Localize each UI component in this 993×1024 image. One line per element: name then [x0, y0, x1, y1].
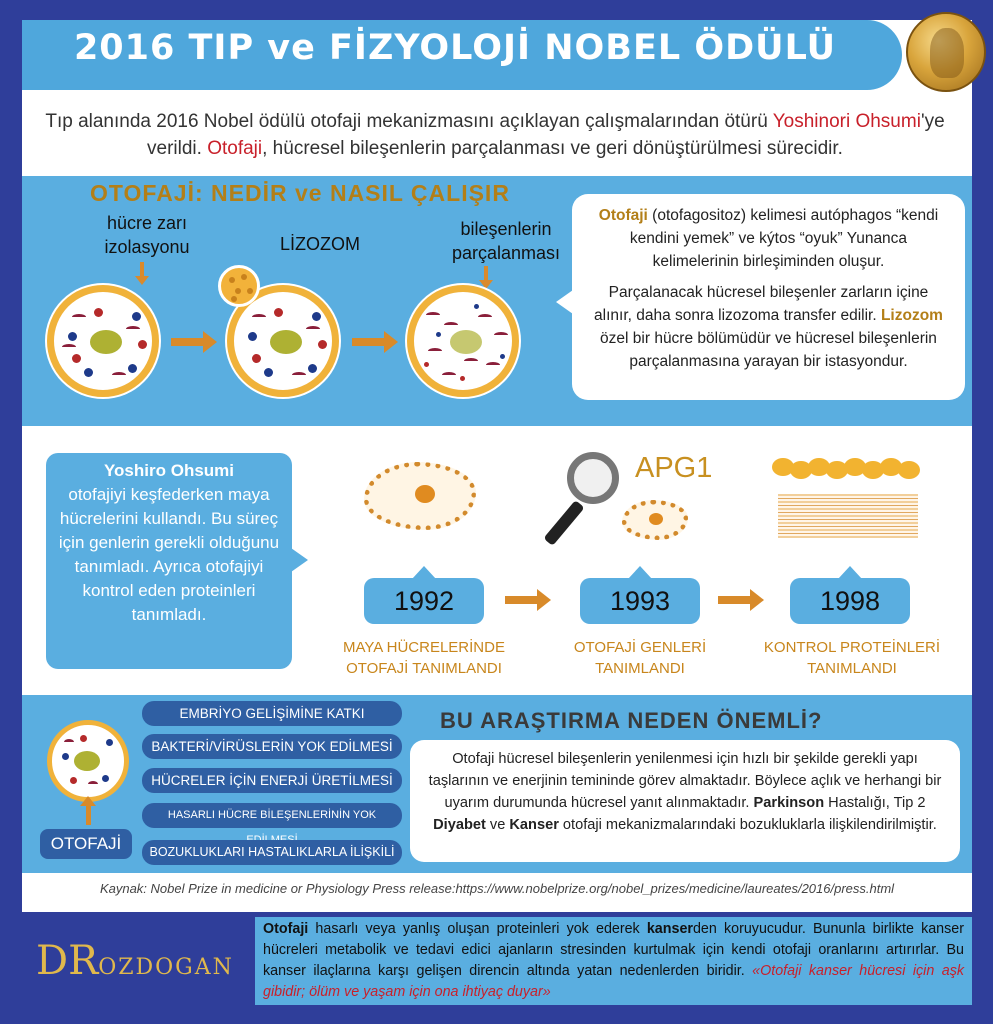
role-diseases: BOZUKLUKLARI HASTALIKLARLA İLİŞKİLİ: [142, 840, 402, 865]
cell-stage1-icon: [47, 285, 159, 397]
footer-quote: «Otofaji kanser hücresi için aşk gibidir…: [263, 963, 964, 1000]
page-title: 2016 TIP ve FİZYOLOJİ NOBEL ÖDÜLÜ: [73, 28, 837, 68]
otofaji-cell-icon: [47, 720, 129, 802]
year-1992: 1992: [364, 566, 484, 624]
year-1998: 1998: [790, 566, 910, 624]
importance-bubble: Otofaji hücresel bileşenlerin yenilenmes…: [410, 740, 960, 862]
otofaji-label: OTOFAJİ: [40, 829, 132, 859]
year-1993: 1993: [580, 566, 700, 624]
protein-beads-icon: [772, 458, 922, 480]
discovery-bubble: Yoshiro Ohsumi otofajiyi keşfederken may…: [46, 453, 308, 669]
caption-1992: MAYA HÜCRELERİNDE OTOFAJİ TANIMLANDI: [343, 639, 505, 677]
magnifier-icon: [567, 452, 619, 504]
lysosome-icon: [218, 265, 260, 307]
section-what-is-title: OTOFAJİ: NEDİR ve NASIL ÇALIŞIR: [90, 180, 510, 206]
arrow-right-icon: [352, 331, 398, 353]
intro-text: Tıp alanında 2016 Nobel ödülü otofaji me…: [45, 111, 945, 159]
role-embryo: EMBRİYO GELİŞİMİNE KATKI: [142, 701, 402, 726]
term-otofaji: Otofaji: [207, 138, 263, 159]
section-importance-title: BU ARAŞTIRMA NEDEN ÖNEMLİ?: [440, 708, 823, 733]
arrow-right-icon: [171, 331, 217, 353]
caption-1998: KONTROL PROTEİNLERİ TANIMLANDI: [763, 639, 941, 677]
laureate-name: Yoshinori Ohsumi: [772, 111, 921, 132]
footer-text: Otofaji hasarlı veya yanlış oluşan prote…: [255, 917, 972, 1005]
caption-1993: OTOFAJİ GENLERİ TANIMLANDI: [573, 639, 707, 677]
yeast-cell-icon: [364, 462, 476, 530]
pointer-breakdown-icon: [479, 266, 493, 289]
source-citation: Kaynak: Nobel Prize in medicine or Physi…: [99, 881, 895, 896]
up-arrow-icon: [80, 796, 96, 825]
cell-stage2-icon: [227, 285, 339, 397]
role-damaged-components: HASARLI HÜCRE BİLEŞENLERİNİN YOK EDİLMES…: [142, 803, 402, 846]
protein-fibers-icon: [778, 494, 918, 538]
yeast-cell-small-icon: [622, 500, 688, 540]
apg1-label: APG1: [635, 452, 713, 484]
pointer-membrane-icon: [135, 262, 149, 285]
arrow-right-icon: [718, 589, 764, 611]
label-membrane-isolation: hücre zarı izolasyonu: [104, 213, 190, 257]
role-energy: HÜCRELER İÇİN ENERJİ ÜRETİLMESİ: [142, 768, 402, 793]
arrow-right-icon: [505, 589, 551, 611]
label-lysosome: LİZOZOM: [280, 234, 360, 254]
label-breakdown: bileşenlerin parçalanması: [451, 219, 561, 263]
title-bar: [22, 20, 902, 90]
definition-bubble: Otofaji (otofagositoz) kelimesi autóphag…: [556, 194, 965, 400]
dr-ozdogan-logo: DROZDOGAN: [36, 938, 234, 984]
nobel-medal-icon: [906, 12, 986, 92]
cell-stage3-icon: [407, 285, 519, 397]
role-pathogens: BAKTERİ/VİRÜSLERİN YOK EDİLMESİ: [142, 734, 402, 759]
